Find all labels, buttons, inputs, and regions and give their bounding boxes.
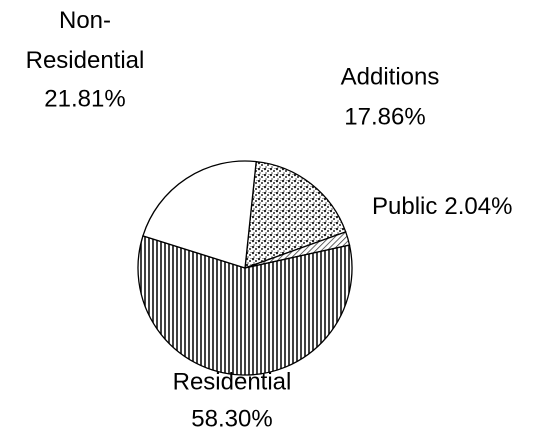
category-label: Additions xyxy=(341,63,440,90)
value-label: 17.86% xyxy=(344,103,425,130)
category-label-line: Non- xyxy=(59,7,111,34)
category-label: Non- Residential xyxy=(26,7,145,74)
category-label: Public xyxy=(372,193,437,220)
category-label: Residential xyxy=(173,368,292,395)
value-label: 58.30% xyxy=(191,405,272,432)
slice-label: Public 2.04% xyxy=(372,193,512,220)
pie-slice xyxy=(244,160,347,269)
pie-slice xyxy=(142,160,257,269)
pie-slice xyxy=(137,235,353,376)
value-label: 21.81% xyxy=(44,85,125,112)
category-label-line: Residential xyxy=(26,47,145,74)
value-label: 2.04% xyxy=(444,193,512,220)
